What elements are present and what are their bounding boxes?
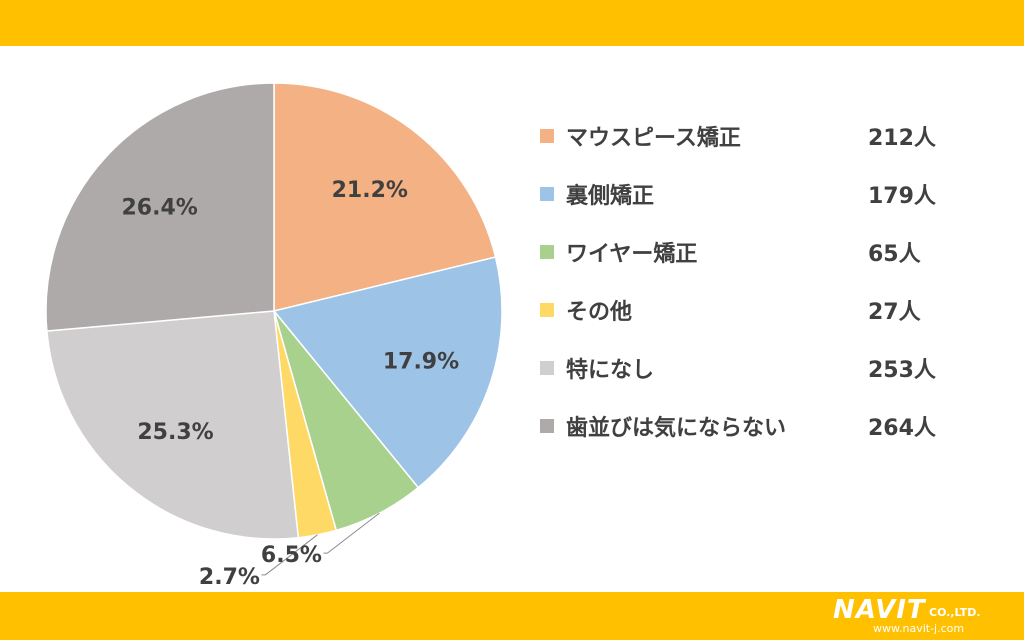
- legend-item: 歯並びは気にならない 264人: [540, 386, 990, 466]
- legend-count: 65人: [868, 242, 921, 267]
- legend-item: ワイヤー矯正 65人: [540, 212, 990, 292]
- logo-url: www.navit-j.com: [873, 622, 965, 635]
- slice-percent-label: 21.2%: [332, 178, 408, 203]
- slice-percent-label: 6.5%: [261, 543, 322, 568]
- legend-count: 212人: [868, 126, 936, 151]
- slice-percent-label: 17.9%: [383, 349, 459, 374]
- slice-percent-label: 2.7%: [199, 565, 260, 590]
- legend-label: マウスピース矯正: [566, 126, 741, 151]
- slice-percent-label: 26.4%: [121, 195, 197, 220]
- pie-slice: [45, 82, 275, 332]
- legend-count: 264人: [868, 416, 936, 441]
- chart-legend: マウスピース矯正 212人 裏側矯正 179人 ワイヤー矯正 65人 その他 2…: [540, 96, 990, 466]
- slice-percent-label: 25.3%: [137, 420, 213, 445]
- legend-swatch: [540, 303, 554, 317]
- legend-swatch: [540, 361, 554, 375]
- legend-item: 特になし 253人: [540, 328, 990, 408]
- leader-line: [261, 534, 318, 576]
- legend-item: その他 27人: [540, 270, 990, 350]
- navit-logo: NAVIT CO.,LTD. www.navit-j.com: [833, 596, 1008, 636]
- legend-label: 裏側矯正: [566, 184, 655, 209]
- logo-suffix: CO.,LTD.: [929, 606, 981, 619]
- pie-chart: 21.2% 17.9% 6.5%2.7% 25.3% 26.4%: [45, 82, 503, 590]
- legend-label: 特になし: [566, 358, 655, 383]
- legend-count: 179人: [868, 184, 936, 209]
- logo-brand: NAVIT: [833, 595, 926, 625]
- legend-item: 裏側矯正 179人: [540, 154, 990, 234]
- legend-swatch: [540, 245, 554, 259]
- pie-slice: [273, 82, 497, 312]
- legend-swatch: [540, 419, 554, 433]
- legend-swatch: [540, 129, 554, 143]
- pie-slice: [46, 310, 300, 540]
- top-banner: [0, 0, 1024, 46]
- legend-label: その他: [566, 300, 633, 325]
- legend-count: 27人: [868, 300, 921, 325]
- legend-swatch: [540, 187, 554, 201]
- pie-slice: [272, 256, 503, 489]
- legend-label: 歯並びは気にならない: [566, 416, 787, 441]
- legend-item: マウスピース矯正 212人: [540, 96, 990, 176]
- legend-count: 253人: [868, 358, 936, 383]
- leader-line: [323, 512, 380, 554]
- bottom-banner: [0, 592, 1024, 640]
- legend-label: ワイヤー矯正: [566, 242, 698, 267]
